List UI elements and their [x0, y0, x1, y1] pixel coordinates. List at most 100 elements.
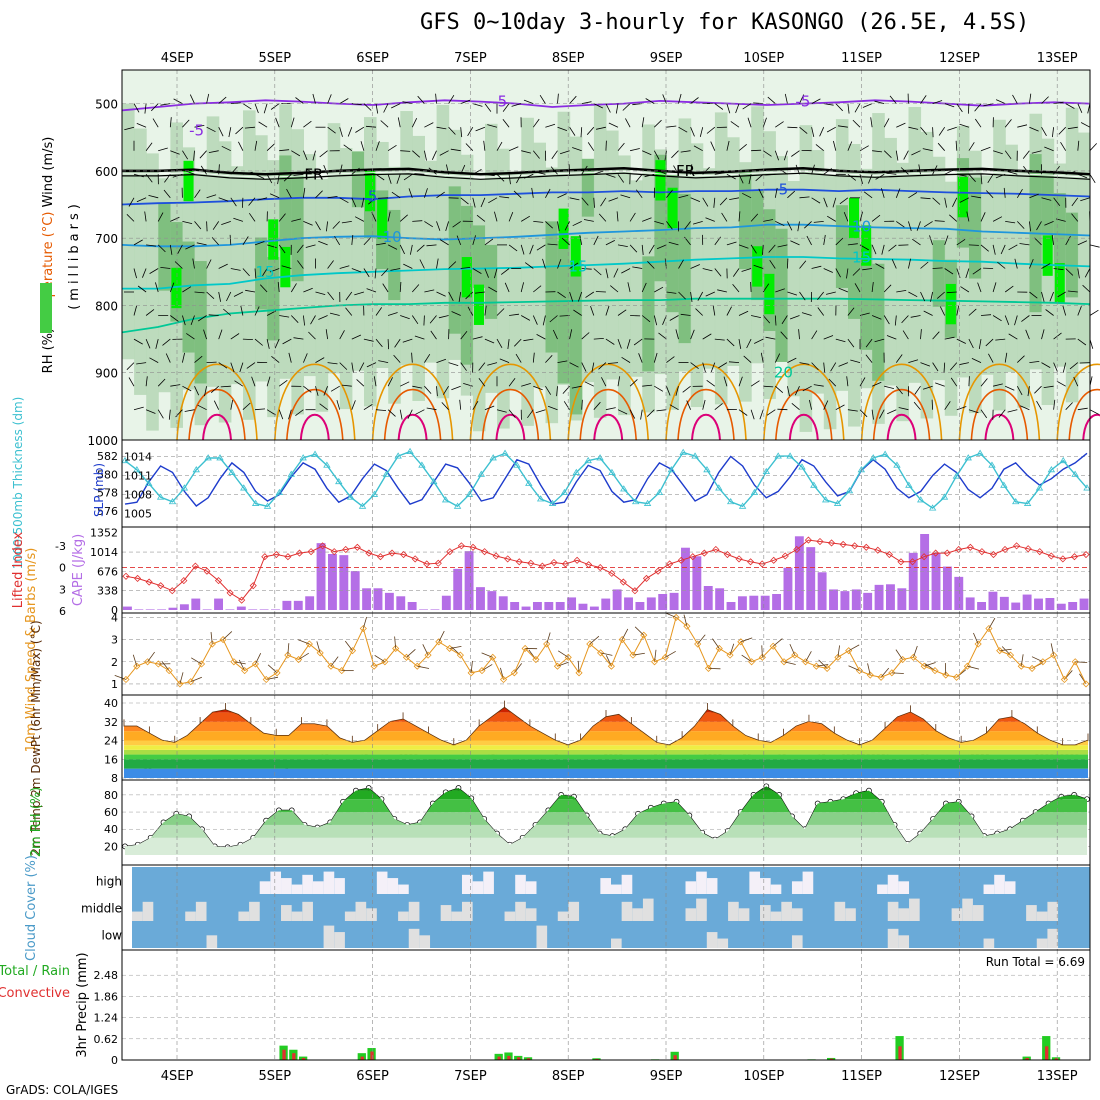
wind-barb	[854, 103, 861, 113]
lifted-point	[827, 539, 836, 547]
surface-barb	[316, 641, 321, 654]
thickness-point	[667, 466, 676, 473]
cloud-middle-block	[302, 901, 313, 921]
rh-column	[884, 137, 897, 386]
wind-barb	[312, 93, 316, 104]
rh-column-moist	[255, 237, 268, 310]
rh-column-moist	[545, 221, 559, 353]
wind-barb	[726, 103, 731, 114]
thickness-point	[726, 497, 735, 505]
wind-barb	[563, 401, 570, 410]
lifted-point	[457, 542, 465, 550]
cape-bar	[669, 592, 679, 610]
wind-point	[823, 664, 831, 672]
surface-barb	[298, 652, 309, 660]
wind-barb	[920, 197, 931, 200]
contour-t25	[763, 363, 845, 441]
wind-barb	[654, 221, 665, 225]
wind-barb	[887, 409, 897, 415]
wind-barb	[1041, 126, 1047, 137]
wind-barb	[666, 291, 677, 294]
temp-band	[124, 768, 1088, 778]
wind-barb	[854, 283, 861, 293]
wind-point	[543, 640, 551, 648]
wind-barb	[583, 219, 594, 222]
wind-point	[769, 642, 777, 650]
cloud-middle-block	[195, 901, 207, 921]
wind-barb	[988, 353, 994, 363]
wind-barb	[819, 127, 825, 137]
wind-barb	[690, 264, 700, 269]
wind-barb	[993, 383, 1003, 387]
wind-barb	[194, 386, 200, 396]
wind-point	[467, 669, 475, 677]
surface-barb	[557, 661, 569, 667]
wind-barb	[898, 407, 909, 411]
thickness-point	[406, 447, 414, 454]
wind-barb	[456, 235, 462, 246]
wind-barb	[641, 282, 647, 293]
wind-barb	[920, 291, 926, 302]
wind-barb	[378, 197, 389, 199]
wind-barb	[783, 150, 788, 161]
wind-barb	[351, 334, 362, 340]
cloud-high-block	[706, 878, 718, 894]
wind-barb	[290, 117, 295, 128]
cape-bar	[681, 547, 690, 610]
wind-point	[618, 636, 626, 644]
wind-barb	[235, 126, 244, 135]
thickness-point	[370, 490, 379, 497]
thickness-point	[180, 484, 189, 491]
wind-barb	[480, 197, 486, 208]
wind-barb	[777, 408, 788, 411]
wind-barb	[387, 244, 398, 250]
wind-barb	[375, 103, 379, 114]
wind-barb	[483, 140, 486, 151]
wind-barb	[944, 401, 951, 410]
wind-barb	[1053, 362, 1058, 372]
surface-barb	[729, 643, 735, 656]
wind-barb	[460, 267, 471, 269]
wind-barb	[862, 268, 873, 271]
wind-barb	[835, 268, 841, 278]
wind-barb	[616, 211, 619, 222]
wind-barb	[476, 214, 486, 222]
wind-barb	[400, 315, 410, 320]
cape-bar	[977, 602, 987, 610]
wind-barb	[760, 352, 764, 363]
wind-barb	[288, 409, 292, 420]
chart-title: GFS 0~10day 3-hourly for KASONGO (26.5E,…	[420, 10, 1030, 35]
contour-t25	[860, 363, 943, 441]
wind-barb	[980, 409, 988, 419]
rh-column-moist	[775, 228, 788, 362]
wind-barb	[1004, 119, 1012, 128]
wind-barb	[617, 142, 625, 151]
wind-barb	[242, 402, 251, 410]
wind-barb	[647, 261, 655, 269]
wind-barb	[182, 150, 189, 160]
thickness-point	[1012, 497, 1020, 505]
wind-barb	[896, 122, 906, 128]
thickness-point	[228, 468, 236, 475]
wind-barb	[714, 103, 724, 110]
wind-barb	[644, 173, 655, 178]
wind-barb	[872, 150, 883, 153]
surface-barb	[712, 638, 720, 649]
cape-bar	[179, 604, 189, 610]
wind-barb	[557, 126, 568, 131]
wind-barb	[423, 315, 425, 326]
bottom-date-label: 9SEP	[650, 1069, 683, 1084]
bottom-date-label: 6SEP	[356, 1069, 389, 1084]
wind-barb	[1060, 141, 1067, 151]
contour-t35	[691, 413, 721, 441]
contour-label: FR	[676, 162, 695, 180]
wind-barb	[478, 377, 486, 387]
contour-t35	[495, 413, 526, 441]
contour-t10	[121, 223, 1091, 248]
wind-barb	[414, 173, 425, 175]
wind-barb	[170, 216, 180, 222]
rh-column	[146, 153, 159, 431]
wind-barb	[417, 95, 425, 104]
surface-barb	[654, 649, 657, 662]
rh-column-saturated	[268, 219, 279, 260]
